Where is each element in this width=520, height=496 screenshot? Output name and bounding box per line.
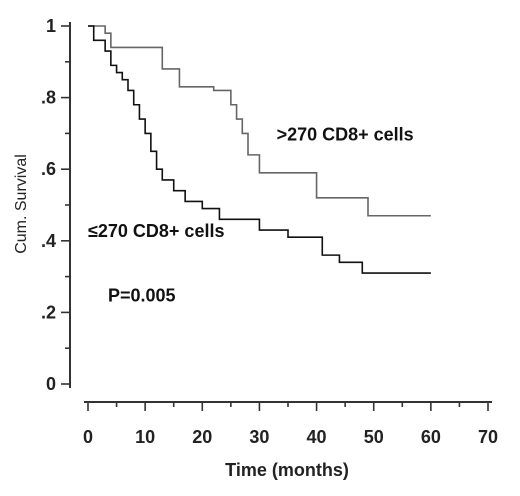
survival-curve-high-cd8 — [88, 25, 431, 217]
annotation-label: P=0.005 — [108, 286, 176, 306]
x-axis: 0 10 20 30 40 50 60 70 — [83, 401, 498, 447]
y-axis: 0 .2 .4 .6 .8 1 — [41, 16, 71, 394]
x-tick-label: 30 — [249, 427, 269, 447]
x-tick-label: 70 — [478, 427, 498, 447]
y-tick-label: .8 — [41, 88, 56, 108]
x-axis-title: Time (months) — [225, 460, 349, 480]
annotation-label: ≤270 CD8+ cells — [88, 221, 224, 241]
x-tick-label: 10 — [135, 427, 155, 447]
y-tick-label: .2 — [41, 302, 56, 322]
y-axis-title: Cum. Survival — [13, 154, 30, 254]
y-tick-label: 1 — [46, 16, 56, 36]
x-tick-label: 60 — [421, 427, 441, 447]
x-tick-label: 0 — [83, 427, 93, 447]
survival-curve-low-cd8 — [88, 25, 431, 274]
annotations: >270 CD8+ cells ≤270 CD8+ cells P=0.005 — [88, 125, 414, 306]
y-tick-label: 0 — [46, 374, 56, 394]
x-tick-label: 40 — [307, 427, 327, 447]
annotation-label: >270 CD8+ cells — [277, 125, 414, 145]
y-tick-label: .4 — [41, 231, 56, 251]
x-tick-label: 20 — [192, 427, 212, 447]
y-tick-label: .6 — [41, 159, 56, 179]
series — [88, 25, 431, 274]
x-tick-label: 50 — [364, 427, 384, 447]
